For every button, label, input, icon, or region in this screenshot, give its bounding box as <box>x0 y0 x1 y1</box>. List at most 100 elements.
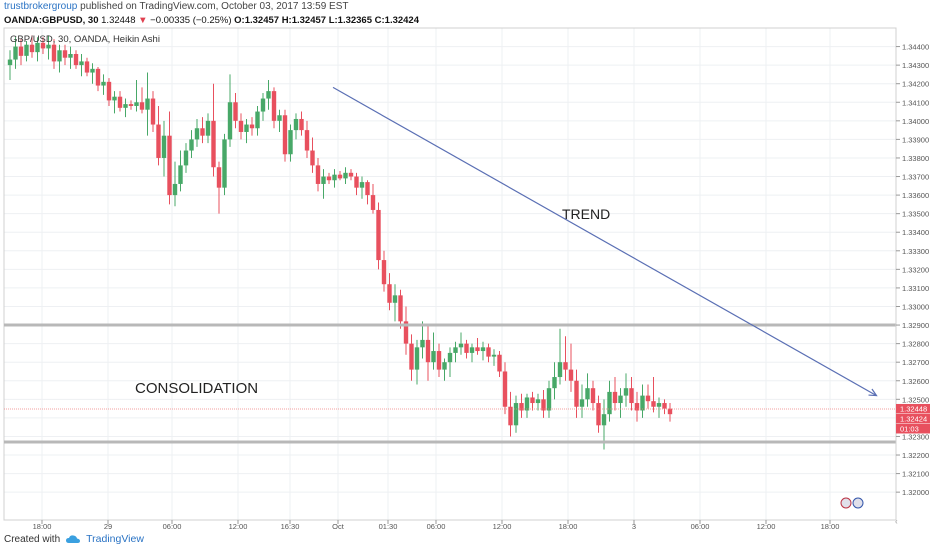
candle-body <box>167 135 172 196</box>
candle <box>436 343 442 378</box>
x-axis[interactable]: 18:00 29 06:00 12:00 16:30 Oct 01:30 06:00 12:00… <box>33 520 840 531</box>
candles <box>7 35 673 450</box>
y-tick-label: 1.32300 <box>902 432 929 441</box>
candle-body <box>524 397 530 411</box>
x-tick-label: 01:30 <box>379 522 398 531</box>
candle-body <box>35 42 40 53</box>
y-tick-label: 1.33700 <box>902 173 929 182</box>
candle <box>332 169 337 188</box>
x-tick-label: 12:00 <box>757 522 776 531</box>
x-tick-label: 16:30 <box>281 522 300 531</box>
candle <box>167 111 172 205</box>
candle <box>40 37 46 54</box>
candle <box>101 74 106 95</box>
candle-body <box>260 98 266 112</box>
trend-line-segment[interactable] <box>332 86 877 397</box>
chart-canvas[interactable]: GBP/USD, 30, OANDA, Heikin Ashi TREND CO… <box>0 0 932 532</box>
candle <box>387 273 392 311</box>
y-tick-label: 1.34100 <box>902 98 929 107</box>
candle-body <box>29 44 35 53</box>
candle <box>95 66 101 92</box>
candle-body <box>513 403 519 426</box>
candle <box>513 395 519 433</box>
candle-body <box>464 343 469 353</box>
y-axis[interactable]: 1.34400 1.34300 1.34200 1.34100 1.34000 1.339… <box>895 28 929 520</box>
footer: Created with TradingView <box>4 533 144 545</box>
candle <box>51 39 57 69</box>
candle <box>145 72 150 136</box>
y-tick-label: 1.34000 <box>902 117 929 126</box>
candle <box>35 37 40 62</box>
candle-body <box>321 176 326 184</box>
candle <box>282 109 288 162</box>
candle <box>84 57 90 77</box>
candle-body <box>117 96 123 108</box>
candle-body <box>178 165 183 184</box>
y-tick-label: 1.33100 <box>902 284 929 293</box>
candle-body <box>51 44 57 62</box>
candle <box>238 113 244 140</box>
candle <box>502 362 508 415</box>
candle-body <box>266 91 271 99</box>
author-link[interactable]: trustbrokergroup <box>4 1 78 12</box>
candle <box>420 321 425 359</box>
candle <box>612 377 618 411</box>
candle-body <box>420 339 425 348</box>
trend-line[interactable] <box>332 86 878 397</box>
y-tick-label: 1.34300 <box>902 61 929 70</box>
levels <box>4 323 896 444</box>
candle-body <box>530 397 535 404</box>
candle-body <box>365 182 370 196</box>
ohlc-values: O:1.32457 H:1.32457 L:1.32365 C:1.32424 <box>234 15 420 26</box>
candle <box>348 169 354 181</box>
candle <box>123 98 128 118</box>
candle <box>299 111 304 136</box>
candle-body <box>68 53 73 58</box>
candle-body <box>46 44 51 49</box>
candle-body <box>227 102 233 140</box>
candle <box>189 130 194 158</box>
candle-body <box>205 120 211 136</box>
created-with-label: Created with <box>4 533 61 545</box>
y-tick-label: 1.32600 <box>902 377 929 386</box>
candle-body <box>574 380 579 407</box>
candle-body <box>662 403 667 409</box>
scroll-left-icon[interactable]: ‹ <box>895 517 898 526</box>
candle <box>475 338 480 355</box>
candle-body <box>123 104 128 108</box>
trend-arrow-head <box>868 388 878 397</box>
candle-body <box>112 96 117 101</box>
candle <box>13 37 18 69</box>
candle <box>337 170 343 181</box>
candle-body <box>403 321 409 344</box>
candle <box>491 349 497 366</box>
flags-icon[interactable] <box>840 497 864 509</box>
candle <box>46 35 51 60</box>
candle-body <box>288 130 293 155</box>
candle-body <box>502 371 508 407</box>
candle-body <box>381 260 387 285</box>
trend-annotation: TREND <box>562 206 610 222</box>
candle-body <box>640 395 645 411</box>
candle-body <box>304 130 310 151</box>
candle <box>546 380 552 418</box>
candle <box>194 118 200 147</box>
candle <box>128 100 134 110</box>
price-tag-label: 01:03 <box>900 424 919 433</box>
candle-body <box>211 120 216 168</box>
candle-body <box>156 124 161 158</box>
tradingview-brand[interactable]: TradingView <box>86 533 144 545</box>
candle <box>7 50 13 80</box>
price-tag-bg <box>896 403 930 414</box>
candle-body <box>563 362 568 370</box>
candle-body <box>62 50 68 58</box>
candle-body <box>618 395 623 404</box>
candle-body <box>79 61 84 66</box>
candle <box>271 87 277 129</box>
candle <box>277 109 282 132</box>
candle <box>634 391 640 422</box>
candle-body <box>480 347 486 352</box>
candle-body <box>431 351 436 363</box>
publish-info: published on TradingView.com, October 03… <box>80 1 349 12</box>
candle-body <box>656 403 662 407</box>
